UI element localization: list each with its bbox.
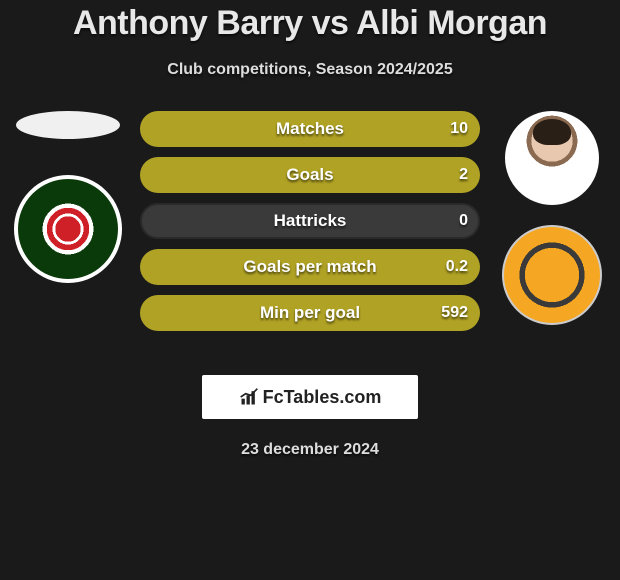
brand-text: FcTables.com — [263, 387, 382, 408]
stat-bars: Matches 10 Goals 2 Hattricks 0 Goals per… — [140, 111, 480, 331]
club-crest-left — [14, 175, 122, 283]
club-crest-right — [502, 225, 602, 325]
page-subtitle: Club competitions, Season 2024/2025 — [0, 61, 620, 79]
bar-value-right: 592 — [441, 295, 468, 331]
stat-row: Goals per match 0.2 — [140, 249, 480, 285]
player-right-photo — [505, 111, 599, 205]
comparison-region: Matches 10 Goals 2 Hattricks 0 Goals per… — [0, 111, 620, 351]
brand-badge: FcTables.com — [202, 375, 418, 419]
bar-value-right: 2 — [459, 157, 468, 193]
bar-label: Goals — [140, 157, 480, 193]
bar-value-right: 10 — [450, 111, 468, 147]
bar-label: Matches — [140, 111, 480, 147]
footer-date: 23 december 2024 — [0, 441, 620, 459]
bar-value-right: 0 — [459, 203, 468, 239]
player-left-column — [8, 111, 128, 283]
bar-value-right: 0.2 — [446, 249, 468, 285]
stat-row: Goals 2 — [140, 157, 480, 193]
stat-row: Matches 10 — [140, 111, 480, 147]
stat-row: Min per goal 592 — [140, 295, 480, 331]
bar-label: Min per goal — [140, 295, 480, 331]
page-title: Anthony Barry vs Albi Morgan — [0, 0, 620, 43]
stat-row: Hattricks 0 — [140, 203, 480, 239]
bar-label: Goals per match — [140, 249, 480, 285]
player-left-placeholder — [16, 111, 120, 139]
bar-label: Hattricks — [140, 203, 480, 239]
bar-chart-icon — [239, 387, 259, 407]
player-right-column — [492, 111, 612, 325]
